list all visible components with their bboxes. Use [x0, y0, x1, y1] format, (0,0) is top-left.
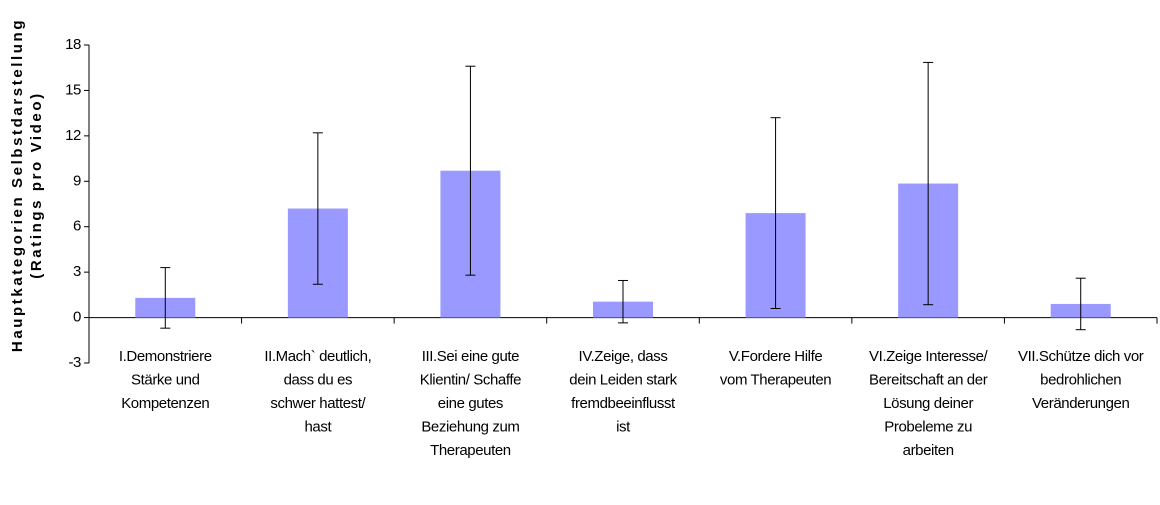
error-bar	[770, 117, 781, 309]
x-tick-label: Stärke und	[131, 371, 200, 388]
x-tick-label: VI.Zeige Interesse/	[869, 348, 989, 365]
x-tick-label: eine gutes	[438, 395, 503, 412]
y-tick-label: -3	[68, 354, 81, 371]
y-tick-label: 12	[65, 127, 81, 144]
x-tick-label: V.Fordere Hilfe	[729, 348, 823, 365]
x-tick-label: Bereitschaft an der	[869, 371, 988, 388]
error-bar	[618, 279, 628, 324]
x-tick-label: Beziehung zum	[421, 418, 519, 435]
y-tick-label: 3	[73, 263, 81, 280]
x-tick-label: dass du es	[284, 371, 353, 388]
error-bar	[160, 267, 171, 329]
x-tick-label: Kompetenzen	[121, 395, 209, 412]
error-bar	[1075, 277, 1086, 331]
error-bar	[312, 132, 323, 285]
x-tick-label: schwer hattest/	[270, 395, 366, 412]
x-tick-label: Veränderungen	[1032, 395, 1129, 412]
x-tick-label: III.Sei eine gute	[422, 348, 519, 365]
x-tick-label: bedrohlichen	[1040, 371, 1121, 388]
x-tick-label: dein Leiden stark	[569, 371, 677, 388]
x-tick-label: ist	[616, 418, 631, 435]
x-tick-label: Lösung deiner	[883, 395, 973, 412]
y-tick-label: 0	[73, 309, 81, 326]
x-tick-label: II.Mach` deutlich,	[264, 348, 371, 365]
y-tick-label: 18	[65, 36, 81, 53]
x-tick-label: Therapeuten	[430, 442, 511, 459]
x-tick-label: arbeiten	[903, 442, 954, 459]
x-tick-label: Probeleme zu	[884, 418, 972, 435]
error-bar	[923, 61, 934, 306]
y-tick-label: 9	[73, 172, 81, 189]
error-bar	[465, 65, 476, 276]
x-tick-label: IV.Zeige, dass	[579, 348, 668, 365]
x-tick-label: Klientin/ Schaffe	[420, 371, 521, 388]
y-tick-label: 6	[73, 218, 81, 235]
y-tick-label: 15	[65, 81, 81, 98]
x-tick-label: fremdbeeinflusst	[571, 395, 676, 412]
x-tick-label: vom Therapeuten	[720, 371, 831, 388]
x-tick-label: I.Demonstriere	[119, 348, 212, 365]
y-axis-label: (Ratings pro Video)	[28, 91, 45, 278]
y-axis-label: Hauptkategorien Selbstdarstellung	[9, 18, 26, 352]
x-tick-label: VII.Schütze dich vor	[1018, 348, 1144, 365]
x-tick-label: hast	[304, 418, 332, 435]
